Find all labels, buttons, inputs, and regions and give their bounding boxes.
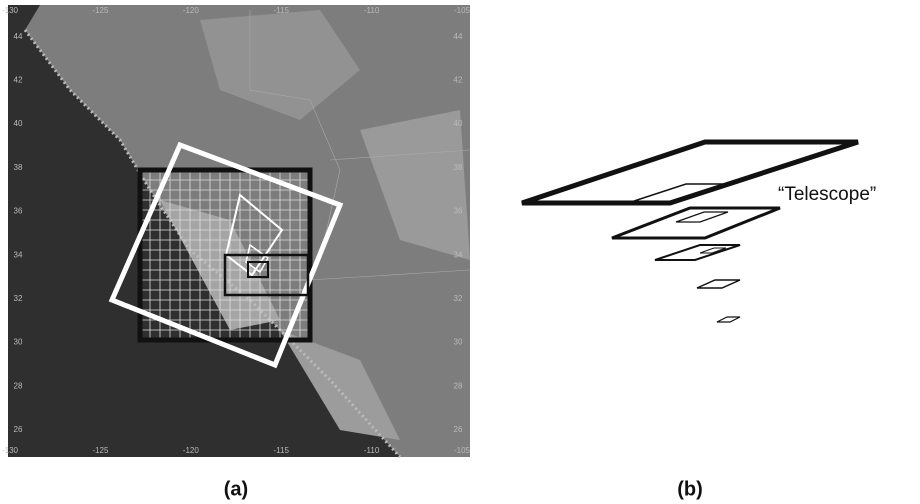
lat-label: 28 [454,381,463,390]
lat-label: 34 [454,250,463,259]
lat-label: 40 [14,119,23,128]
level-5 [717,317,740,322]
telescope-label: “Telescope” [778,184,876,205]
level-4 [697,280,740,288]
lon-label: -105 [454,446,471,455]
lat-label: 32 [14,294,23,303]
lat-label: 26 [14,425,23,434]
caption: (b) [677,478,703,500]
level-3 [655,245,740,260]
lat-label: 44 [454,32,463,41]
lat-label: 44 [14,32,23,41]
lon-label: -120 [183,6,200,15]
lat-label: 38 [454,163,463,172]
lat-label: 26 [454,425,463,434]
lat-label: 36 [454,207,463,216]
lon-label: -125 [92,446,109,455]
lon-label: -110 [364,6,380,15]
lon-label: -130 [2,6,19,15]
figure: -130 -130 -125 -125 -120 -120 -115 -115 -110 -110… [0,0,920,504]
lat-label: 42 [14,76,23,85]
lat-label: 40 [454,119,463,128]
lat-label: 32 [454,294,463,303]
lat-label: 28 [14,381,23,390]
lat-label: 42 [454,76,463,85]
level-2-inner [676,212,728,222]
lon-label: -125 [92,6,109,15]
telescope-diagram: “Telescope” [522,142,876,322]
caption: (a) [224,478,248,500]
lon-label: -115 [273,446,289,455]
lon-label: -115 [273,6,289,15]
map-panel: -130 -130 -125 -125 -120 -120 -115 -115 -110 -110… [2,5,471,457]
lat-label: 38 [14,163,23,172]
lat-label: 36 [14,207,23,216]
lon-label: -130 [2,446,19,455]
lat-label: 30 [454,338,463,347]
level-2 [612,208,780,238]
lon-label: -105 [454,6,471,15]
lon-label: -120 [183,446,200,455]
lat-label: 30 [14,338,23,347]
lat-label: 34 [14,250,23,259]
lon-label: -110 [364,446,380,455]
